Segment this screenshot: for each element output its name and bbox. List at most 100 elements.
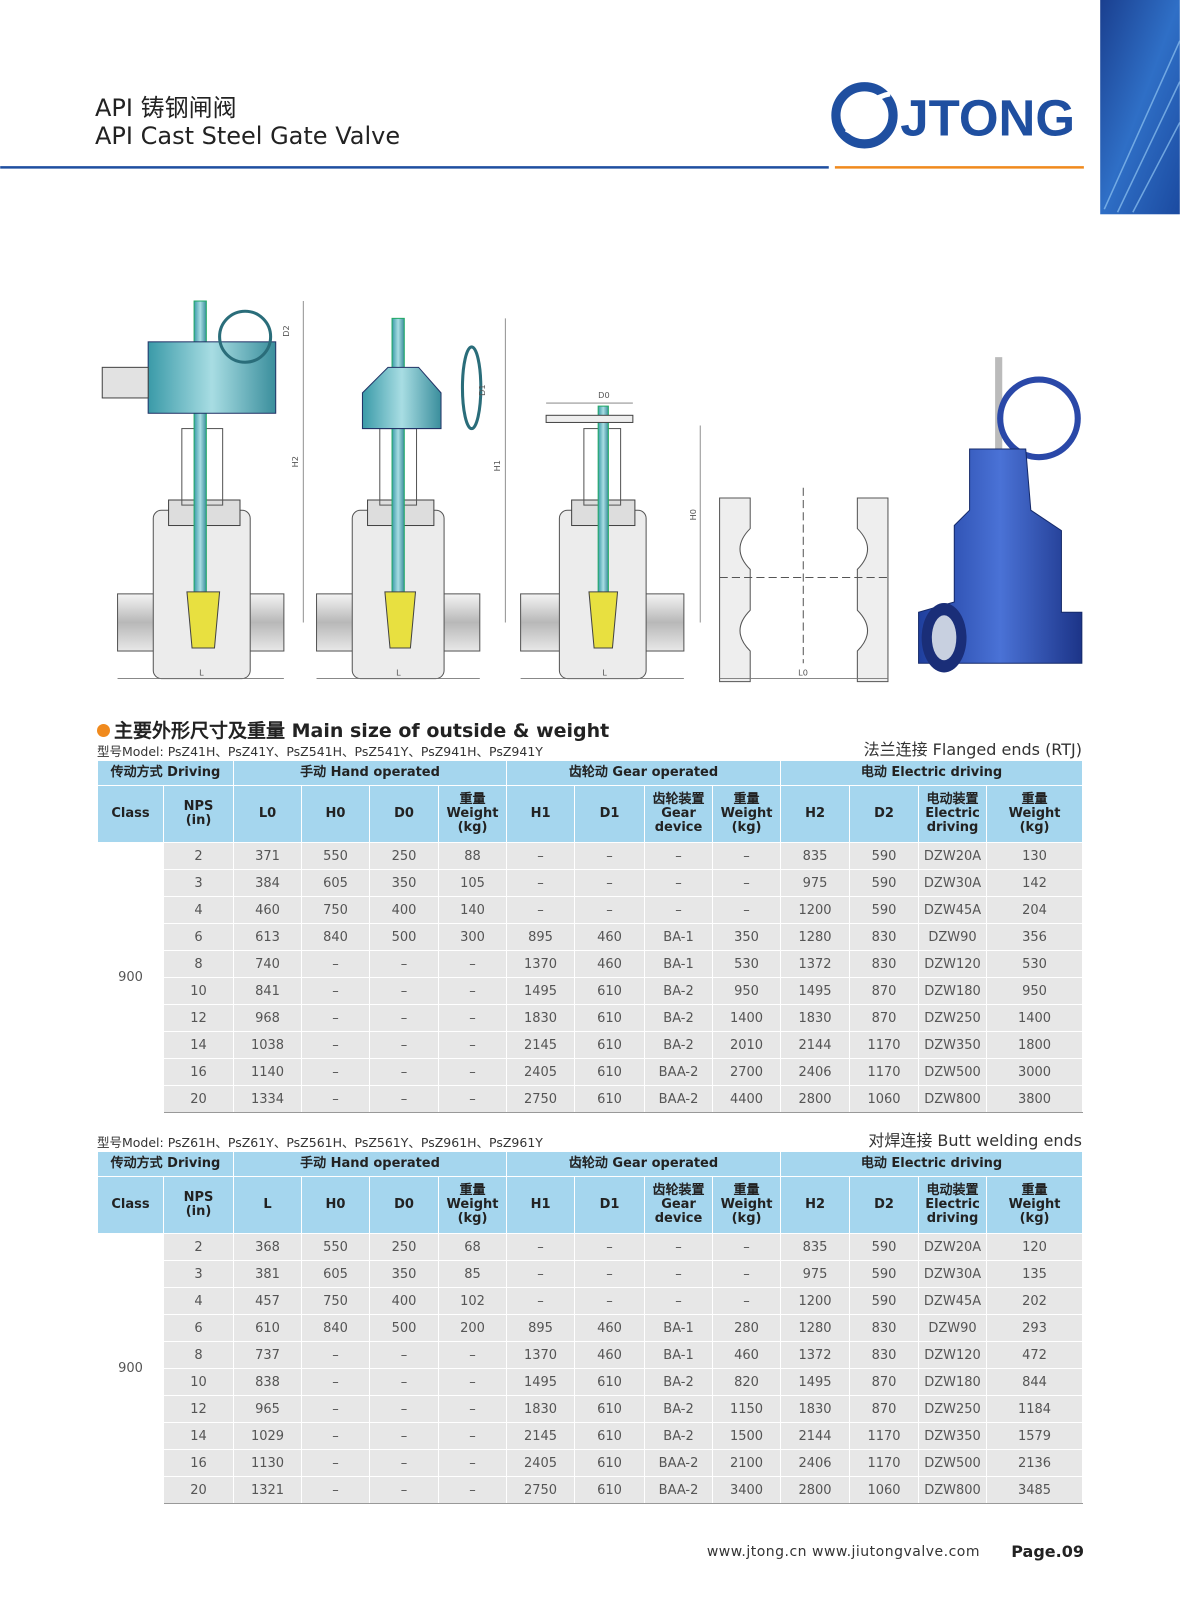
cell: – xyxy=(369,1341,439,1369)
header-line: 重量 xyxy=(459,792,486,807)
column-header: 齿轮装置 Gear device xyxy=(644,785,714,843)
header-line: 重量 xyxy=(733,1183,760,1198)
cell: 135 xyxy=(986,1260,1084,1288)
cell: 1830 xyxy=(780,1395,851,1423)
data-row: 6 613 840 500 300 895 460 BA-1 350 1280 830 DZW90 35… xyxy=(98,923,1084,951)
cell: 356 xyxy=(986,923,1084,951)
class-cell: 900 xyxy=(97,1233,164,1504)
cell: 835 xyxy=(780,842,851,870)
cell: 500 xyxy=(369,1314,439,1342)
cell: – xyxy=(712,1260,782,1288)
cell: DZW350 xyxy=(918,1422,988,1450)
cell: 8 xyxy=(163,950,234,978)
column-header: 重量 Weight (kg) xyxy=(712,1176,782,1234)
cell: 1370 xyxy=(506,950,576,978)
cell: 142 xyxy=(986,869,1084,897)
cell: 1495 xyxy=(506,1368,576,1396)
header-line: (kg) xyxy=(457,820,488,835)
cell: 895 xyxy=(506,923,576,951)
cell: 130 xyxy=(986,842,1084,870)
cell: 968 xyxy=(233,1004,302,1032)
cell: 4400 xyxy=(712,1085,782,1113)
cell: DZW90 xyxy=(918,1314,988,1342)
cell: 1060 xyxy=(849,1476,920,1504)
cell: 610 xyxy=(574,1476,646,1504)
column-header: NPS (in) xyxy=(163,785,234,843)
cell: 1500 xyxy=(712,1422,782,1450)
cell: 1400 xyxy=(986,1004,1084,1032)
data-row: 16 1140– – –2405 610 BAA-2 2700 2406 1170 DZW500 3… xyxy=(98,1058,1084,1086)
cell: – xyxy=(437,977,508,1005)
header-line: driving xyxy=(926,820,979,835)
cell: 204 xyxy=(986,896,1084,924)
data-row: 12 965– – –1830 610 BA-2 1150 1830 870 DZW250 1184 xyxy=(98,1395,1084,1423)
cell: 1170 xyxy=(849,1422,920,1450)
cell: 381 xyxy=(233,1260,302,1288)
header-line: 重量 xyxy=(1021,1183,1048,1198)
header-line: D2 xyxy=(874,1197,894,1212)
data-row: 20 1321– – –2750 610 BAA-2 3400 2800 1060 DZW800 3… xyxy=(98,1476,1084,1504)
cell: 2 xyxy=(163,842,234,870)
cell: 590 xyxy=(849,869,920,897)
dimension-labels: D2 H2 D1 H1 D0 H0 L L L L0 xyxy=(199,325,808,677)
cell: 610 xyxy=(574,1449,646,1477)
cell: 2406 xyxy=(780,1058,851,1086)
cell: 830 xyxy=(849,950,920,978)
cell: 350 xyxy=(369,1260,439,1288)
cell: 293 xyxy=(986,1314,1084,1342)
cell: 740 xyxy=(233,950,302,978)
cell: BA-2 xyxy=(644,1031,714,1059)
header-line: device xyxy=(654,820,703,835)
cell: 3 xyxy=(163,869,234,897)
cell: DZW120 xyxy=(918,950,988,978)
cell: 457 xyxy=(233,1287,302,1315)
valve-drawing-gear xyxy=(316,317,483,680)
header-line: Weight xyxy=(720,806,773,821)
column-header: H0 xyxy=(301,1176,370,1234)
logo-mark xyxy=(831,82,898,149)
cell: DZW30A xyxy=(918,869,988,897)
table-caption: 型号Model: PsZ41H、PsZ41Y、PsZ541H、PsZ541Y、P… xyxy=(97,740,1082,760)
cell: 1370 xyxy=(506,1341,576,1369)
cell: 975 xyxy=(780,1260,851,1288)
cell: BA-1 xyxy=(644,923,714,951)
header-line: NPS xyxy=(183,799,214,814)
data-row: 8 737– – –1370 460 BA-1 460 1372 830 DZW120 472 xyxy=(98,1341,1084,1369)
header-line: D1 xyxy=(599,1197,620,1212)
cell: – xyxy=(369,1476,439,1504)
header-line: Gear xyxy=(661,806,696,821)
cell: 613 xyxy=(233,923,302,951)
cell: 950 xyxy=(712,977,782,1005)
cell: 1038 xyxy=(233,1031,302,1059)
valve-drawing-electric xyxy=(101,300,285,680)
cell: 737 xyxy=(233,1341,302,1369)
header-line: Electric xyxy=(925,806,980,821)
model-line: 型号Model: PsZ61H、PsZ61Y、PsZ561H、PsZ561Y、P… xyxy=(97,1135,543,1150)
cell: – xyxy=(437,1395,508,1423)
header-line: Electric xyxy=(925,1197,980,1212)
cell: DZW30A xyxy=(918,1260,988,1288)
cell: 1495 xyxy=(780,1368,851,1396)
cell: 840 xyxy=(301,1314,370,1342)
header-line: Weight xyxy=(1008,806,1061,821)
cell: 10 xyxy=(163,977,234,1005)
cell: 10 xyxy=(163,1368,234,1396)
title-cn: API 铸钢闸阀 xyxy=(95,94,237,122)
cell: 472 xyxy=(986,1341,1084,1369)
cell: BA-2 xyxy=(644,1422,714,1450)
cell: 1280 xyxy=(780,923,851,951)
cell: 840 xyxy=(301,923,370,951)
dimension-lines xyxy=(117,301,888,679)
column-header: 齿轮装置 Gear device xyxy=(644,1176,714,1234)
cell: BA-2 xyxy=(644,1368,714,1396)
cell: 750 xyxy=(301,896,370,924)
cell: 460 xyxy=(574,923,646,951)
cell: 4 xyxy=(163,1287,234,1315)
cell: 20 xyxy=(163,1476,234,1504)
cell: 2100 xyxy=(712,1449,782,1477)
cell: – xyxy=(712,842,782,870)
cell: – xyxy=(712,1287,782,1315)
cell: BAA-2 xyxy=(644,1449,714,1477)
cell: 1321 xyxy=(233,1476,302,1504)
cell: DZW180 xyxy=(918,977,988,1005)
